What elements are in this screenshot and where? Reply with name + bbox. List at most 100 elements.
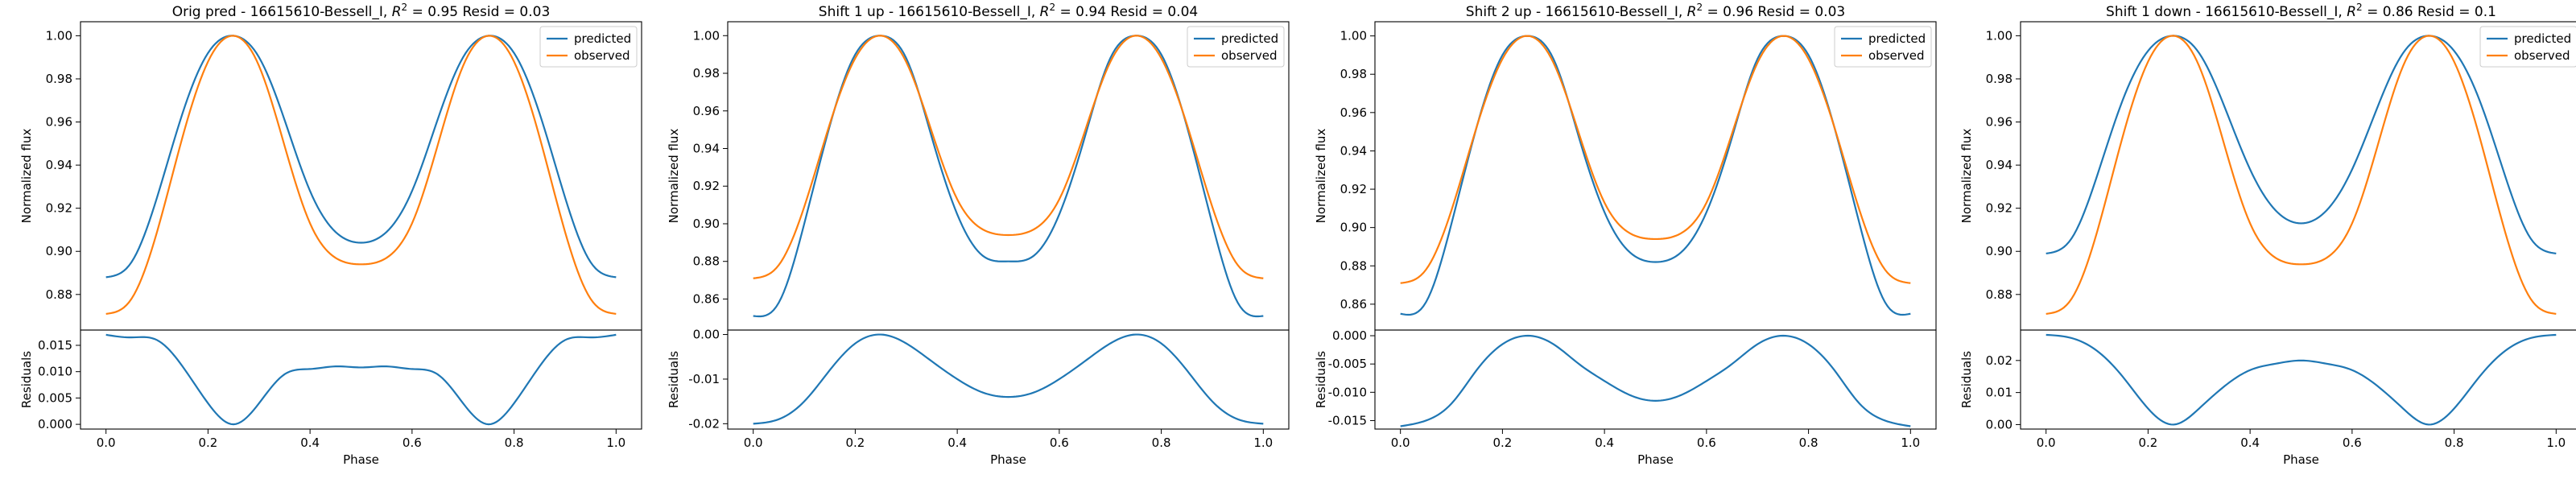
y-axis-label: Normalized flux bbox=[667, 129, 681, 224]
y-tick-label: 0.94 bbox=[1340, 143, 1367, 158]
x-tick-label: 0.0 bbox=[97, 436, 116, 450]
y-tick-label: 0.92 bbox=[1986, 201, 2013, 216]
series-line-predicted bbox=[2046, 35, 2557, 255]
title-resid: Resid = 0.03 bbox=[458, 4, 550, 20]
title-r2-exponent: 2 bbox=[1696, 2, 1703, 13]
residual-y-tick-label: 0.00 bbox=[693, 328, 720, 342]
legend-label-observed: observed bbox=[1221, 48, 1278, 63]
residual-plot-frame bbox=[2020, 329, 2576, 430]
title-prefix: Shift 1 up - 16615610-Bessell_I, bbox=[819, 4, 1040, 20]
y-tick-label: 0.88 bbox=[1340, 258, 1367, 273]
x-tick-label: 0.2 bbox=[845, 436, 865, 450]
residual-plot-frame bbox=[80, 329, 642, 430]
x-tick-label: 0.4 bbox=[300, 436, 320, 450]
legend-label-observed: observed bbox=[2514, 48, 2570, 63]
title-r2-exponent: 2 bbox=[1049, 2, 1055, 13]
panel-4: Shift 1 down - 16615610-Bessell_I, R2 = … bbox=[1959, 2, 2576, 467]
x-tick-label: 0.0 bbox=[2037, 436, 2056, 450]
residual-y-tick-label: 0.010 bbox=[38, 365, 72, 379]
legend-label-predicted: predicted bbox=[574, 31, 631, 46]
x-tick-label: 0.2 bbox=[198, 436, 217, 450]
x-tick-label: 0.4 bbox=[2240, 436, 2260, 450]
x-tick-label: 0.2 bbox=[2138, 436, 2157, 450]
y-tick-label: 0.94 bbox=[1986, 158, 2013, 172]
x-tick-label: 0.8 bbox=[1152, 436, 1171, 450]
x-tick-label: 0.6 bbox=[1050, 436, 1069, 450]
y-tick-label: 0.98 bbox=[46, 72, 72, 86]
title-prefix: Shift 2 up - 16615610-Bessell_I, bbox=[1466, 4, 1687, 20]
y-tick-label: 0.96 bbox=[1986, 115, 2013, 130]
residual-y-tick-label: -0.02 bbox=[688, 416, 720, 431]
x-tick-label: 1.0 bbox=[1253, 436, 1273, 450]
residual-line bbox=[1400, 334, 1911, 427]
y-tick-label: 0.92 bbox=[46, 201, 72, 216]
y-tick-label: 1.00 bbox=[1986, 28, 2013, 43]
x-axis-label: Phase bbox=[990, 452, 1026, 467]
x-tick-label: 0.4 bbox=[947, 436, 967, 450]
x-tick-label: 0.6 bbox=[2343, 436, 2362, 450]
residual-line bbox=[2046, 333, 2557, 426]
series-line-observed bbox=[1400, 35, 1911, 284]
y-tick-label: 0.90 bbox=[693, 217, 720, 231]
residual-y-tick-label: -0.01 bbox=[688, 372, 720, 386]
title-resid: Resid = 0.03 bbox=[1753, 4, 1845, 20]
series-line-observed bbox=[105, 35, 617, 315]
y-tick-label: 1.00 bbox=[46, 28, 72, 43]
x-tick-label: 1.0 bbox=[606, 436, 625, 450]
title-resid: Resid = 0.04 bbox=[1106, 4, 1198, 20]
y-tick-label: 0.98 bbox=[1986, 72, 2013, 86]
legend-label-observed: observed bbox=[574, 48, 630, 63]
legend-label-predicted: predicted bbox=[2514, 31, 2571, 46]
residual-y-tick-label: 0.015 bbox=[38, 338, 72, 353]
y-tick-label: 0.88 bbox=[1986, 287, 2013, 302]
y-tick-label: 1.00 bbox=[1340, 29, 1367, 43]
x-axis-label: Phase bbox=[343, 452, 379, 467]
legend-label-observed: observed bbox=[1868, 48, 1925, 63]
residual-plot-frame bbox=[1374, 329, 1937, 430]
title-r2-exponent: 2 bbox=[402, 2, 408, 13]
title-resid: Resid = 0.1 bbox=[2413, 4, 2496, 20]
legend-box bbox=[1834, 26, 1932, 68]
y-tick-label: 0.92 bbox=[693, 179, 720, 193]
y-tick-label: 0.98 bbox=[693, 66, 720, 80]
x-axis-label: Phase bbox=[2283, 452, 2319, 467]
x-tick-label: 0.6 bbox=[1697, 436, 1716, 450]
title-r2-variable: R bbox=[2347, 4, 2356, 20]
y-tick-label: 0.88 bbox=[693, 254, 720, 269]
title-r2-value: = 0.95 bbox=[407, 4, 458, 20]
residual-y-tick-label: -0.005 bbox=[1328, 357, 1367, 371]
series-line-observed bbox=[2046, 35, 2557, 315]
series-line-predicted bbox=[1400, 35, 1911, 316]
title-r2-variable: R bbox=[1687, 4, 1697, 20]
title-r2-value: = 0.86 bbox=[2363, 4, 2413, 20]
series-line-observed bbox=[753, 35, 1264, 279]
legend: predicted observed bbox=[1187, 26, 1285, 68]
y-tick-label: 0.90 bbox=[1986, 244, 2013, 258]
x-tick-label: 0.4 bbox=[1595, 436, 1614, 450]
x-axis-label: Phase bbox=[1637, 452, 1674, 467]
panel-2: Shift 1 up - 16615610-Bessell_I, R2 = 0.… bbox=[667, 2, 1290, 467]
y-tick-label: 0.94 bbox=[693, 141, 720, 155]
legend-label-predicted: predicted bbox=[1868, 31, 1926, 46]
residual-y-tick-label: 0.000 bbox=[1332, 328, 1367, 343]
series-line-predicted bbox=[753, 35, 1264, 318]
residual-y-tick-label: 0.005 bbox=[38, 390, 72, 405]
residual-y-tick-label: -0.010 bbox=[1328, 385, 1367, 399]
y-axis-label: Normalized flux bbox=[19, 129, 34, 224]
legend: predicted observed bbox=[1834, 26, 1932, 68]
residual-y-tick-label: 0.00 bbox=[1986, 417, 2013, 431]
chart-title: Shift 2 up - 16615610-Bessell_I, R2 = 0.… bbox=[1466, 2, 1845, 20]
y-tick-label: 0.98 bbox=[1340, 67, 1367, 81]
y-tick-label: 0.90 bbox=[46, 244, 72, 258]
main-plot-frame bbox=[80, 21, 642, 331]
residual-y-tick-label: 0.02 bbox=[1986, 353, 2013, 368]
title-prefix: Shift 1 down - 16615610-Bessell_I, bbox=[2106, 4, 2347, 20]
series-line-predicted bbox=[105, 35, 617, 279]
y-tick-label: 0.86 bbox=[1340, 297, 1367, 312]
legend-label-predicted: predicted bbox=[1221, 31, 1278, 46]
residual-axis-label: Residuals bbox=[19, 351, 34, 408]
title-prefix: Orig pred - 16615610-Bessell_I, bbox=[172, 4, 392, 20]
residual-axis-label: Residuals bbox=[1959, 351, 1974, 408]
residual-plot-frame bbox=[727, 329, 1290, 430]
